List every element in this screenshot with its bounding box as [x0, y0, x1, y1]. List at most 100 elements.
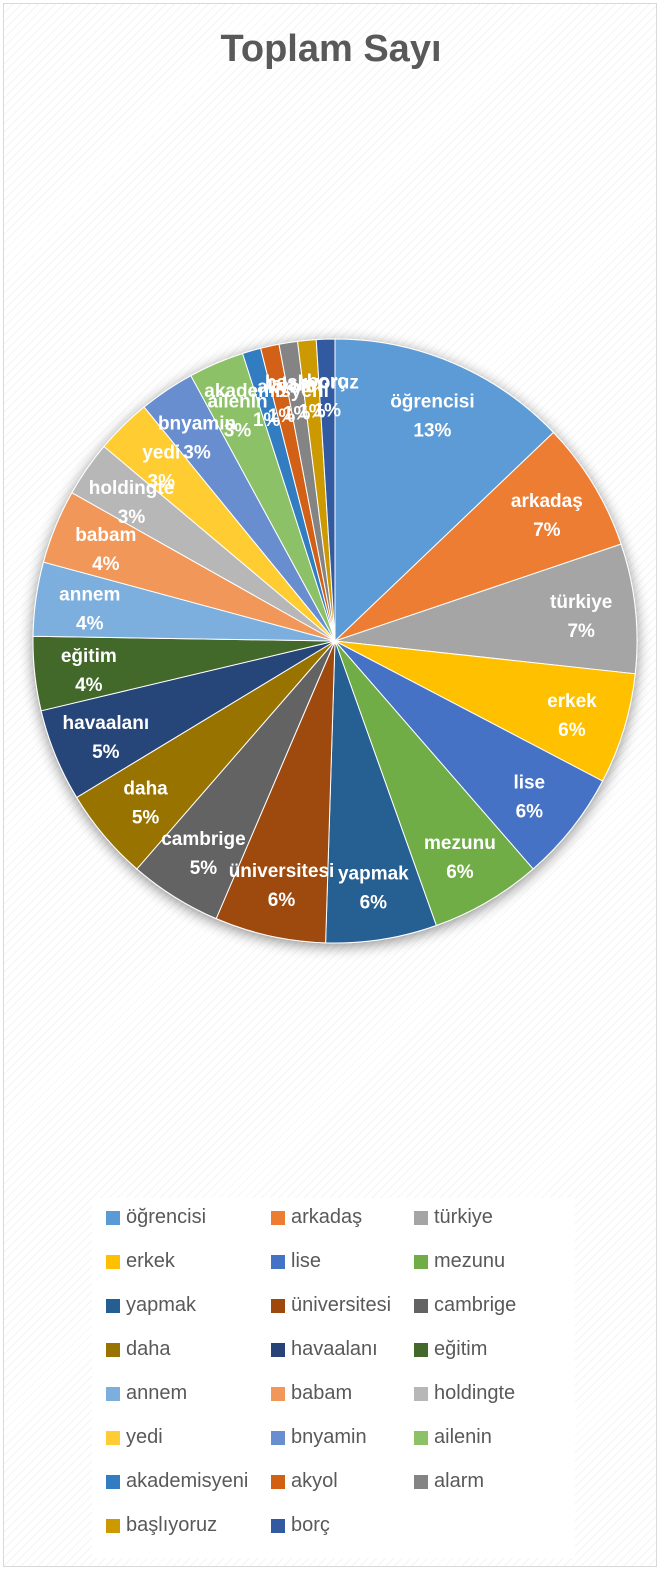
- legend-swatch: [271, 1298, 285, 1313]
- legend-swatch: [414, 1430, 428, 1445]
- data-label-13: babam 4%: [75, 525, 136, 575]
- legend-label: yapmak: [126, 1294, 197, 1316]
- legend-item-18: akademisyeni: [106, 1470, 248, 1493]
- legend-swatch: [271, 1342, 285, 1357]
- legend-swatch: [106, 1386, 120, 1401]
- legend-label: daha: [126, 1338, 171, 1360]
- pie-data-labels: öğrencisi 13% arkadaş 7% türkiye 7% erkek 6%lis…: [59, 371, 612, 913]
- legend-item-2: türkiye: [414, 1206, 493, 1229]
- data-label-0: öğrencisi 13%: [390, 391, 474, 441]
- data-label-10: havaalanı 5%: [63, 713, 150, 763]
- legend-label: akademisyeni: [126, 1470, 249, 1492]
- legend-item-20: alarm: [414, 1470, 484, 1493]
- legend-swatch: [414, 1386, 428, 1401]
- legend-item-14: holdingte: [414, 1382, 515, 1405]
- legend-label: alarm: [434, 1470, 485, 1492]
- legend-swatch: [414, 1254, 428, 1269]
- legend-label: üniversitesi: [291, 1294, 392, 1316]
- legend-label: yedi: [126, 1426, 163, 1448]
- legend-label: başlıyoruz: [126, 1514, 218, 1536]
- legend-label: ailenin: [434, 1426, 492, 1448]
- legend-swatch: [271, 1474, 285, 1489]
- data-label-5: mezunu 6%: [424, 833, 496, 883]
- legend-item-21: başlıyoruz: [106, 1514, 217, 1537]
- legend-label: havaalanı: [291, 1338, 378, 1360]
- legend-label: babam: [291, 1382, 353, 1404]
- data-label-8: cambrige 5%: [161, 829, 245, 879]
- pie-slice-1: [334, 431, 622, 642]
- data-label-3: erkek 6%: [547, 691, 597, 741]
- legend-item-13: babam: [271, 1382, 352, 1405]
- legend-label: erkek: [126, 1250, 175, 1272]
- legend-item-3: erkek: [106, 1250, 175, 1273]
- legend-item-11: eğitim: [414, 1338, 487, 1361]
- legend-label: borç: [291, 1514, 330, 1536]
- legend-item-0: öğrencisi: [106, 1206, 206, 1229]
- data-label-20: alarm 1%: [271, 374, 322, 424]
- data-label-22: borç 1%: [307, 371, 349, 421]
- legend-label: annem: [126, 1382, 188, 1404]
- legend-swatch: [106, 1210, 120, 1225]
- legend-item-10: havaalanı: [271, 1338, 378, 1361]
- data-label-4: lise 6%: [513, 773, 545, 823]
- data-label-15: yedi 3%: [142, 443, 180, 493]
- data-label-16: bnyamin 3%: [158, 413, 236, 463]
- legend-label: holdingte: [434, 1382, 516, 1404]
- data-label-17: ailenin 3%: [207, 391, 267, 441]
- chart-title: Toplam Sayı: [220, 28, 442, 70]
- legend-item-12: annem: [106, 1382, 187, 1405]
- legend-item-1: arkadaş: [271, 1206, 362, 1229]
- legend-item-7: üniversitesi: [271, 1294, 391, 1317]
- legend-swatch: [271, 1430, 285, 1445]
- pie-slices: [32, 338, 638, 944]
- data-label-1: arkadaş 7%: [511, 491, 583, 541]
- pie-slice-22: [315, 338, 336, 642]
- legend-item-5: mezunu: [414, 1250, 505, 1273]
- legend-swatch: [106, 1298, 120, 1313]
- legend-item-17: ailenin: [414, 1426, 492, 1449]
- legend-item-22: borç: [271, 1514, 330, 1537]
- legend-swatch: [414, 1298, 428, 1313]
- legend-swatch: [414, 1474, 428, 1489]
- data-label-7: üniversitesi 6%: [229, 861, 335, 911]
- legend-swatch: [414, 1210, 428, 1225]
- legend-swatch: [271, 1210, 285, 1225]
- legend-swatch: [106, 1474, 120, 1489]
- data-label-11: eğitim 4%: [61, 646, 117, 696]
- legend-item-4: lise: [271, 1250, 321, 1273]
- data-label-21: başlıyoruz 1%: [265, 372, 359, 422]
- data-label-18: akademisyeni 1%: [204, 381, 329, 431]
- legend-label: eğitim: [434, 1338, 488, 1360]
- legend-label: akyol: [291, 1470, 338, 1492]
- legend-label: öğrencisi: [126, 1206, 207, 1228]
- legend-swatch: [106, 1430, 120, 1445]
- legend-label: mezunu: [434, 1250, 506, 1272]
- legend-item-6: yapmak: [106, 1294, 196, 1317]
- legend-label: arkadaş: [291, 1206, 363, 1228]
- chart-legend: öğrencisi arkadaş türkiye erkek lise mezunu ya…: [92, 1198, 575, 1558]
- legend-swatch: [271, 1518, 285, 1533]
- legend-item-15: yedi: [106, 1426, 163, 1449]
- pie-slice-0: [334, 338, 555, 643]
- legend-label: lise: [291, 1250, 322, 1272]
- pie-slice-2: [334, 543, 638, 675]
- legend-swatch: [106, 1518, 120, 1533]
- legend-item-8: cambrige: [414, 1294, 516, 1317]
- legend-swatch: [106, 1254, 120, 1269]
- legend-label: bnyamin: [291, 1426, 367, 1448]
- legend-item-9: daha: [106, 1338, 171, 1361]
- data-label-9: daha 5%: [123, 779, 168, 829]
- legend-swatch: [271, 1254, 285, 1269]
- legend-item-16: bnyamin: [271, 1426, 367, 1449]
- data-label-12: annem 4%: [59, 584, 120, 634]
- data-label-14: holdingte 3%: [89, 478, 174, 528]
- legend-item-19: akyol: [271, 1470, 338, 1493]
- legend-label: türkiye: [434, 1206, 493, 1228]
- legend-label: cambrige: [434, 1294, 517, 1316]
- data-label-6: yapmak 6%: [338, 864, 409, 914]
- data-label-2: türkiye 7%: [550, 592, 612, 642]
- data-label-19: akyol 1%: [257, 377, 306, 427]
- legend-swatch: [414, 1342, 428, 1357]
- pie-chart: öğrencisi 13% arkadaş 7% türkiye 7% erkek 6%lis…: [32, 338, 638, 944]
- legend-swatch: [106, 1342, 120, 1357]
